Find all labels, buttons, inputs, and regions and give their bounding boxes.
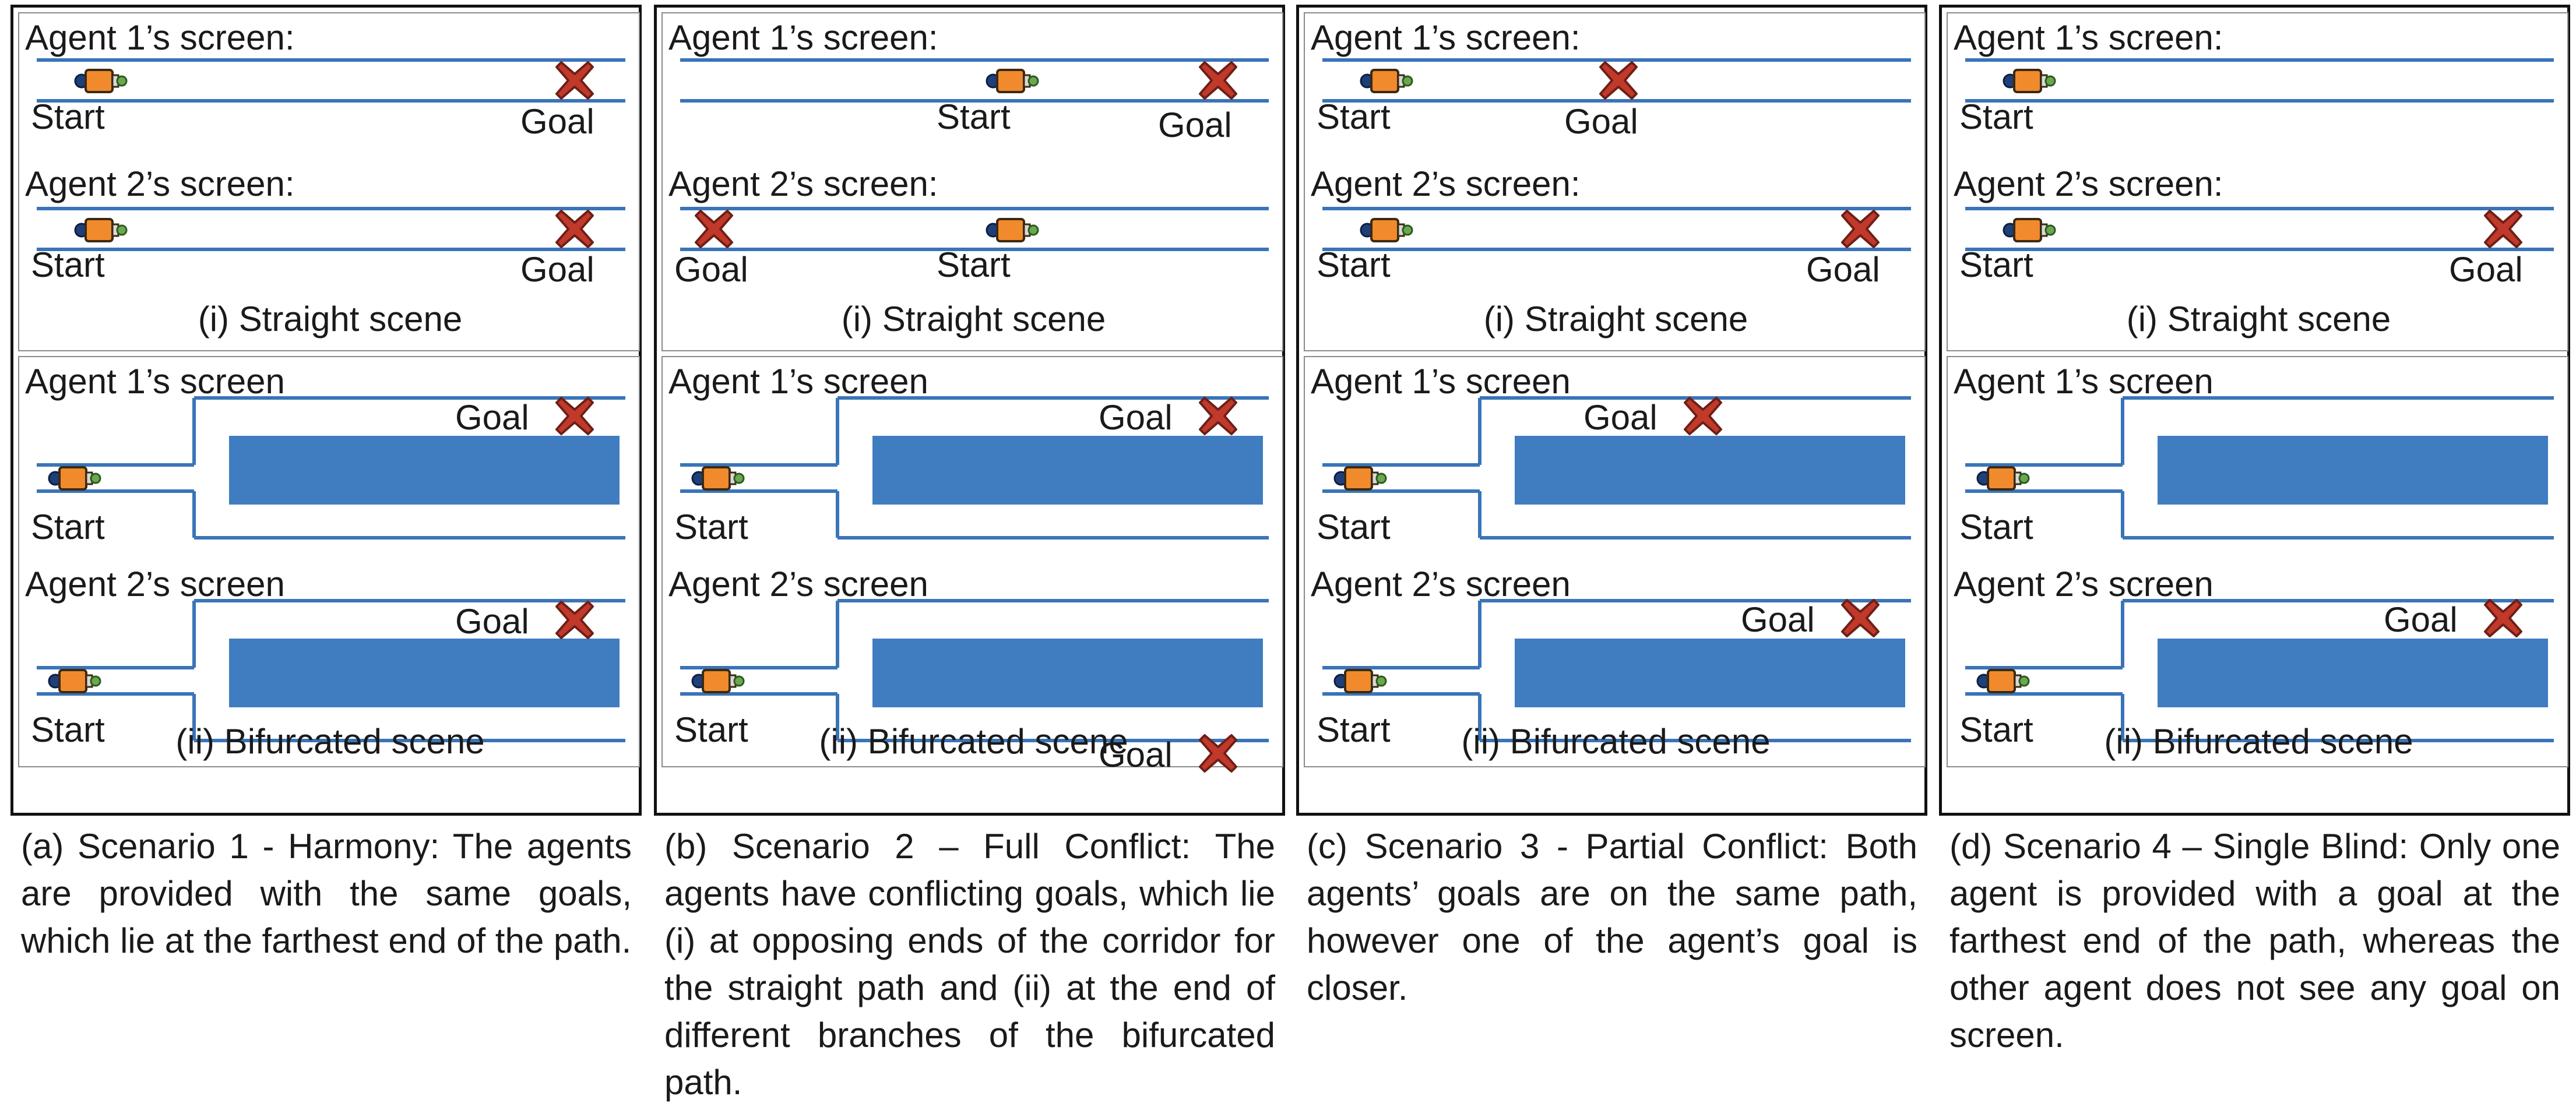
agent1-screen-label: Agent 1’s screen xyxy=(668,362,928,401)
goal-label: Goal xyxy=(674,250,748,289)
straight-scene: Agent 1’s screen: Start Goal Agent 2’s scre… xyxy=(661,12,1283,351)
start-label: Start xyxy=(1317,97,1391,136)
central-block xyxy=(2158,436,2548,505)
goal-label: Goal xyxy=(1158,105,1232,144)
agent2-screen-label: Agent 2’s screen xyxy=(25,565,285,604)
goal-label: Goal xyxy=(2449,250,2523,289)
central-block xyxy=(872,639,1263,707)
goal-label: Goal xyxy=(520,250,594,289)
goal-label: Goal xyxy=(1806,250,1880,289)
goal-label: Goal xyxy=(455,398,529,437)
start-label: Start xyxy=(1959,245,2033,284)
track-layer xyxy=(1965,58,2554,251)
scene-caption-straight: (i) Straight scene xyxy=(841,299,1106,339)
scene-caption-bifurcated: (ii) Bifurcated scene xyxy=(1461,722,1771,761)
agent2-screen-label: Agent 2’s screen: xyxy=(25,164,295,203)
agent2-screen-label: Agent 2’s screen: xyxy=(1311,164,1581,203)
central-block xyxy=(872,436,1263,505)
agent1-screen-label: Agent 1’s screen: xyxy=(668,18,938,57)
central-block xyxy=(2158,639,2548,707)
start-label: Start xyxy=(937,245,1011,284)
central-block xyxy=(1515,436,1905,505)
central-block xyxy=(229,436,620,505)
scenario-panel-4: Agent 1’s screen: Start Agent 2’s screen: S… xyxy=(1939,5,2570,816)
goal-label: Goal xyxy=(1099,735,1173,774)
scenario-panel-1: Agent 1’s screen: Start Goal Agent 2’s scre… xyxy=(10,5,642,816)
agent2-screen-label: Agent 2’s screen xyxy=(1954,565,2213,604)
scenario-panel-3: Agent 1’s screen: Start Goal Agent 2’s scre… xyxy=(1296,5,1927,816)
scene-caption-straight: (i) Straight scene xyxy=(1483,299,1748,339)
goal-label: Goal xyxy=(1741,600,1815,639)
agent1-screen-label: Agent 1’s screen: xyxy=(1954,18,2223,57)
straight-scene: Agent 1’s screen: Start Goal Agent 2’s scre… xyxy=(18,12,640,351)
start-label: Start xyxy=(31,710,105,749)
agent2-screen-label: Agent 2’s screen xyxy=(668,565,928,604)
scene-caption-straight: (i) Straight scene xyxy=(2126,299,2391,339)
scenario-caption: (b) Scenario 2 – Full Conflict: The agen… xyxy=(664,827,1275,1102)
track-layer xyxy=(37,58,625,251)
agent1-screen-label: Agent 1’s screen xyxy=(25,362,285,401)
track-layer xyxy=(37,396,625,742)
scenario-caption: (a) Scenario 1 - Harmony: The agents are… xyxy=(21,827,632,960)
agent2-screen-label: Agent 2’s screen: xyxy=(668,164,938,203)
agent2-screen-label: Agent 2’s screen xyxy=(1311,565,1571,604)
goal-label: Goal xyxy=(1099,398,1173,437)
bifurcated-scene: Agent 1’s screen Start Goal Agent 2’s scree… xyxy=(1304,356,1926,767)
track-layer xyxy=(680,58,1269,251)
straight-scene: Agent 1’s screen: Start Agent 2’s screen: S… xyxy=(1947,12,2568,351)
track-layer xyxy=(1322,396,1911,742)
scene-caption-bifurcated: (ii) Bifurcated scene xyxy=(819,722,1128,761)
goal-label: Goal xyxy=(520,102,594,141)
track-layer xyxy=(1965,396,2554,742)
start-label: Start xyxy=(674,507,748,547)
goal-label: Goal xyxy=(455,602,529,641)
agent1-screen-label: Agent 1’s screen: xyxy=(25,18,295,57)
track-layer xyxy=(1322,58,1911,251)
central-block xyxy=(1515,639,1905,707)
bifurcated-scene: Agent 1’s screen Start Goal Agent 2’s scree… xyxy=(661,356,1283,773)
straight-scene: Agent 1’s screen: Start Goal Agent 2’s scre… xyxy=(1304,12,1926,351)
scene-caption-bifurcated: (ii) Bifurcated scene xyxy=(2104,722,2413,761)
start-label: Start xyxy=(1317,507,1391,547)
scenario-caption: (c) Scenario 3 - Partial Conflict: Both … xyxy=(1307,827,1917,1007)
start-label: Start xyxy=(674,710,748,749)
start-label: Start xyxy=(1317,710,1391,749)
start-label: Start xyxy=(31,245,105,284)
bifurcated-scene: Agent 1’s screen Start Goal Agent 2’s scree… xyxy=(18,356,640,767)
scene-caption-straight: (i) Straight scene xyxy=(198,299,463,339)
start-label: Start xyxy=(1317,245,1391,284)
goal-label: Goal xyxy=(1564,102,1638,141)
bifurcated-scene: Agent 1’s screen Start Agent 2’s screen Sta… xyxy=(1947,356,2568,767)
start-label: Start xyxy=(1959,507,2033,547)
scenario-caption: (d) Scenario 4 – Single Blind: Only one … xyxy=(1949,827,2560,1055)
start-label: Start xyxy=(937,97,1011,136)
agent1-screen-label: Agent 1’s screen: xyxy=(1311,18,1581,57)
central-block xyxy=(229,639,620,707)
track-layer xyxy=(680,396,1269,742)
goal-label: Goal xyxy=(1583,398,1657,437)
start-label: Start xyxy=(31,97,105,136)
goal-label: Goal xyxy=(2384,600,2458,639)
agent1-screen-label: Agent 1’s screen xyxy=(1954,362,2213,401)
start-label: Start xyxy=(1959,710,2033,749)
agent1-screen-label: Agent 1’s screen xyxy=(1311,362,1571,401)
start-label: Start xyxy=(1959,97,2033,136)
scene-caption-bifurcated: (ii) Bifurcated scene xyxy=(175,722,485,761)
scenario-panel-2: Agent 1’s screen: Start Goal Agent 2’s scre… xyxy=(654,5,1285,816)
start-label: Start xyxy=(31,507,105,547)
agent2-screen-label: Agent 2’s screen: xyxy=(1954,164,2223,203)
